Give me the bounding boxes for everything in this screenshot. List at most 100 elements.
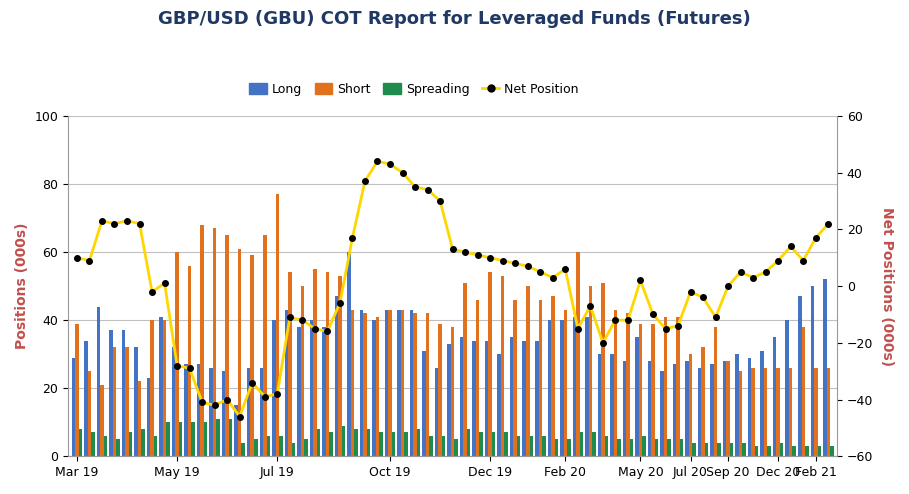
Bar (585, 317, 589, 456)
Bar (429, 436, 433, 456)
Bar (576, 252, 580, 456)
Bar (366, 429, 370, 456)
Bar (325, 273, 329, 456)
Bar (229, 419, 233, 456)
Bar (589, 286, 592, 456)
Legend: Long, Short, Spreading, Net Position: Long, Short, Spreading, Net Position (245, 78, 584, 101)
Bar (473, 340, 476, 456)
Bar (285, 310, 288, 456)
Bar (185, 365, 188, 456)
Bar (109, 330, 113, 456)
Bar (567, 439, 571, 456)
Bar (488, 273, 492, 456)
Bar (484, 340, 488, 456)
Bar (680, 439, 684, 456)
Bar (560, 320, 564, 456)
Bar (667, 439, 671, 456)
Bar (272, 320, 275, 456)
Bar (235, 405, 238, 456)
Bar (388, 310, 392, 456)
Bar (135, 347, 138, 456)
Bar (726, 361, 730, 456)
Bar (514, 300, 517, 456)
Bar (150, 320, 154, 456)
Bar (172, 347, 175, 456)
Bar (538, 300, 542, 456)
Bar (817, 446, 821, 456)
Bar (423, 351, 425, 456)
Bar (789, 368, 793, 456)
Bar (802, 327, 805, 456)
Bar (710, 365, 714, 456)
Bar (504, 432, 508, 456)
Bar (551, 296, 554, 456)
Bar (610, 354, 614, 456)
Bar (601, 283, 604, 456)
Bar (704, 443, 708, 456)
Bar (648, 361, 651, 456)
Bar (204, 422, 207, 456)
Bar (322, 327, 325, 456)
Bar (188, 266, 192, 456)
Bar (573, 317, 576, 456)
Bar (72, 358, 75, 456)
Bar (693, 443, 695, 456)
Bar (805, 446, 808, 456)
Bar (238, 248, 242, 456)
Bar (467, 429, 470, 456)
Bar (125, 347, 129, 456)
Bar (530, 436, 533, 456)
Bar (743, 443, 746, 456)
Bar (410, 310, 414, 456)
Bar (425, 313, 429, 456)
Bar (138, 381, 141, 456)
Bar (492, 432, 495, 456)
Bar (793, 446, 796, 456)
Bar (535, 340, 538, 456)
Bar (166, 422, 170, 456)
Bar (592, 432, 595, 456)
Bar (163, 320, 166, 456)
Bar (335, 296, 338, 456)
Bar (154, 436, 157, 456)
Bar (397, 310, 401, 456)
Bar (360, 310, 364, 456)
Bar (301, 286, 305, 456)
Bar (735, 354, 739, 456)
Bar (213, 228, 216, 456)
Bar (417, 429, 420, 456)
Bar (113, 347, 116, 456)
Bar (685, 361, 689, 456)
Bar (192, 422, 195, 456)
Bar (292, 443, 295, 456)
Bar (826, 368, 830, 456)
Text: GBP/USD (GBU) COT Report for Leveraged Funds (Futures): GBP/USD (GBU) COT Report for Leveraged F… (158, 10, 751, 28)
Bar (643, 436, 645, 456)
Bar (767, 446, 771, 456)
Bar (310, 320, 313, 456)
Bar (660, 371, 664, 456)
Bar (316, 429, 320, 456)
Bar (222, 371, 225, 456)
Bar (372, 320, 375, 456)
Bar (604, 436, 608, 456)
Bar (347, 252, 351, 456)
Bar (517, 436, 521, 456)
Bar (263, 235, 266, 456)
Bar (664, 317, 667, 456)
Bar (723, 361, 726, 456)
Bar (305, 439, 307, 456)
Bar (479, 432, 483, 456)
Y-axis label: Positions (000s): Positions (000s) (15, 223, 29, 349)
Bar (597, 354, 601, 456)
Bar (523, 340, 526, 456)
Bar (146, 378, 150, 456)
Bar (451, 327, 454, 456)
Bar (798, 296, 802, 456)
Bar (780, 443, 784, 456)
Bar (730, 443, 734, 456)
Bar (714, 327, 717, 456)
Bar (75, 324, 79, 456)
Bar (501, 276, 504, 456)
Bar (464, 283, 467, 456)
